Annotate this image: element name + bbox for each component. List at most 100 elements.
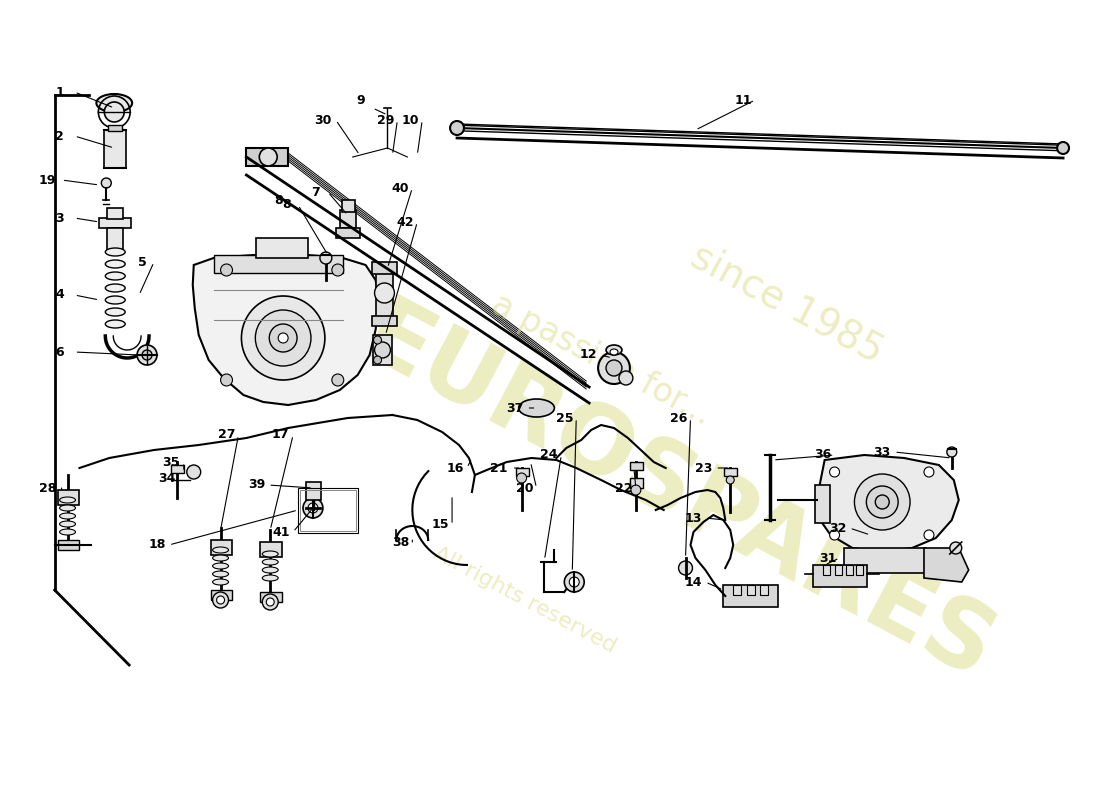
Bar xyxy=(375,268,394,318)
Text: 41: 41 xyxy=(273,526,290,538)
Bar xyxy=(57,540,79,550)
Circle shape xyxy=(631,485,641,495)
Circle shape xyxy=(726,476,734,484)
Circle shape xyxy=(332,374,344,386)
Ellipse shape xyxy=(59,497,76,503)
Bar xyxy=(372,262,397,274)
Ellipse shape xyxy=(106,296,125,304)
Text: 10: 10 xyxy=(402,114,419,126)
Text: 29: 29 xyxy=(377,114,394,126)
Polygon shape xyxy=(924,548,969,582)
Bar xyxy=(815,485,829,523)
Ellipse shape xyxy=(262,575,278,581)
Bar xyxy=(747,585,755,595)
Bar xyxy=(760,585,768,595)
Ellipse shape xyxy=(262,551,278,557)
Bar xyxy=(108,228,123,250)
Bar xyxy=(847,565,854,575)
Bar xyxy=(342,200,354,212)
Bar xyxy=(108,208,123,219)
Text: 12: 12 xyxy=(580,349,597,362)
Ellipse shape xyxy=(59,513,76,519)
Circle shape xyxy=(570,577,580,587)
Text: 42: 42 xyxy=(397,215,414,229)
Bar xyxy=(724,585,778,607)
Circle shape xyxy=(217,596,224,604)
Circle shape xyxy=(302,498,323,518)
Circle shape xyxy=(619,371,632,385)
Ellipse shape xyxy=(106,308,125,316)
Text: EUROSPARES: EUROSPARES xyxy=(346,291,1009,701)
Text: 21: 21 xyxy=(490,462,507,474)
Bar xyxy=(734,585,741,595)
Text: 26: 26 xyxy=(670,411,688,425)
Circle shape xyxy=(949,542,961,554)
Bar xyxy=(857,565,864,575)
Circle shape xyxy=(278,333,288,343)
Bar xyxy=(104,130,126,168)
Text: 13: 13 xyxy=(685,511,702,525)
Text: 39: 39 xyxy=(248,478,265,491)
Text: 22: 22 xyxy=(615,482,632,494)
Circle shape xyxy=(221,264,232,276)
Circle shape xyxy=(138,345,157,365)
Text: 18: 18 xyxy=(148,538,166,551)
Bar xyxy=(336,228,360,238)
Text: 33: 33 xyxy=(873,446,891,458)
Text: 37: 37 xyxy=(506,402,524,414)
Ellipse shape xyxy=(106,272,125,280)
Circle shape xyxy=(829,530,839,540)
Bar xyxy=(630,478,642,488)
Text: 34: 34 xyxy=(158,471,176,485)
Text: 16: 16 xyxy=(447,462,464,474)
Bar xyxy=(213,255,343,273)
Text: 5: 5 xyxy=(138,255,146,269)
Text: 15: 15 xyxy=(431,518,449,531)
Circle shape xyxy=(375,342,390,358)
Text: 36: 36 xyxy=(814,449,832,462)
Bar xyxy=(373,335,393,365)
Circle shape xyxy=(924,467,934,477)
Bar xyxy=(724,468,737,476)
Bar xyxy=(210,540,232,555)
Text: 3: 3 xyxy=(55,211,64,225)
Text: 24: 24 xyxy=(540,449,558,462)
Circle shape xyxy=(142,350,152,360)
Text: 4: 4 xyxy=(55,289,64,302)
Ellipse shape xyxy=(212,563,229,569)
Bar xyxy=(256,238,308,258)
Text: 14: 14 xyxy=(684,575,702,589)
Text: 9: 9 xyxy=(356,94,365,106)
Circle shape xyxy=(679,561,693,575)
Circle shape xyxy=(320,252,332,264)
Circle shape xyxy=(101,178,111,188)
Ellipse shape xyxy=(106,320,125,328)
Ellipse shape xyxy=(97,94,132,112)
Circle shape xyxy=(241,296,324,380)
Ellipse shape xyxy=(106,284,125,292)
Text: 19: 19 xyxy=(39,174,56,186)
Ellipse shape xyxy=(106,260,125,268)
Text: since 1985: since 1985 xyxy=(684,238,890,370)
Ellipse shape xyxy=(59,529,76,535)
Text: 31: 31 xyxy=(818,551,836,565)
Circle shape xyxy=(606,360,621,376)
Bar xyxy=(516,468,529,476)
Circle shape xyxy=(598,352,630,384)
Bar xyxy=(210,590,232,600)
Text: 11: 11 xyxy=(735,94,752,106)
Text: 25: 25 xyxy=(556,411,573,425)
Circle shape xyxy=(262,594,278,610)
Ellipse shape xyxy=(518,399,554,417)
Circle shape xyxy=(375,283,395,303)
Bar xyxy=(300,490,355,531)
Text: 40: 40 xyxy=(392,182,409,194)
Text: 8: 8 xyxy=(274,194,283,206)
Circle shape xyxy=(255,310,311,366)
Text: 7: 7 xyxy=(311,186,320,198)
Bar xyxy=(246,148,288,166)
Bar xyxy=(845,548,926,573)
Ellipse shape xyxy=(59,505,76,511)
Text: 6: 6 xyxy=(55,346,64,358)
Bar xyxy=(823,565,829,575)
